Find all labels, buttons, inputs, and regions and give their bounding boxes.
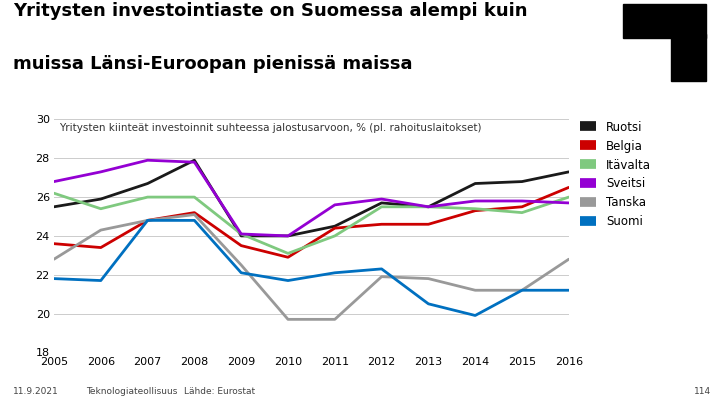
Text: Yritysten investointiaste on Suomessa alempi kuin: Yritysten investointiaste on Suomessa al…	[13, 2, 528, 20]
Text: muissa Länsi-Euroopan pienissä maissa: muissa Länsi-Euroopan pienissä maissa	[13, 55, 413, 72]
Bar	[623, 4, 706, 38]
Text: Lähde: Eurostat: Lähde: Eurostat	[184, 387, 255, 396]
Text: 114: 114	[694, 387, 711, 396]
Text: Yritysten kiinteät investoinnit suhteessa jalostusarvoon, % (pl. rahoituslaitoks: Yritysten kiinteät investoinnit suhteess…	[59, 123, 482, 133]
Text: Teknologiateollisuus: Teknologiateollisuus	[86, 387, 178, 396]
Text: 11.9.2021: 11.9.2021	[13, 387, 59, 396]
Legend: Ruotsi, Belgia, Itävalta, Sveitsi, Tanska, Suomi: Ruotsi, Belgia, Itävalta, Sveitsi, Tansk…	[580, 121, 651, 228]
Bar	[671, 34, 706, 81]
